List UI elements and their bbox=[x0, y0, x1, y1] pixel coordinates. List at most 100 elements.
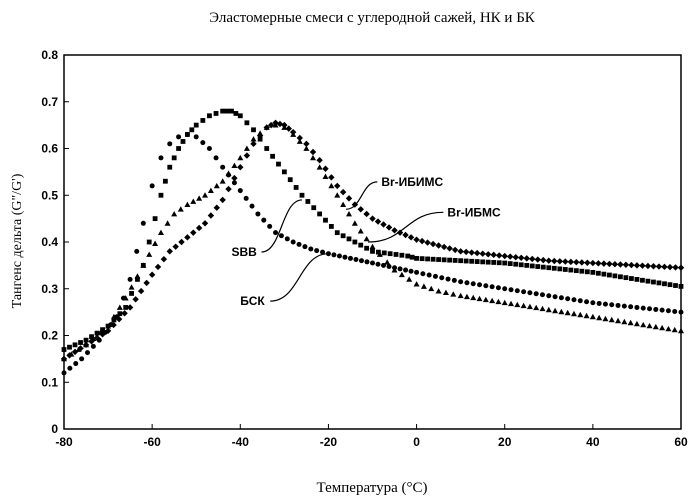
data-point bbox=[558, 295, 564, 301]
data-point bbox=[146, 239, 152, 245]
data-point bbox=[219, 196, 226, 204]
data-point bbox=[287, 177, 293, 183]
data-point bbox=[364, 259, 370, 265]
data-point bbox=[184, 201, 191, 207]
data-point bbox=[305, 199, 311, 204]
data-point bbox=[507, 261, 513, 267]
data-point bbox=[584, 269, 590, 275]
data-point bbox=[270, 153, 276, 159]
data-point bbox=[458, 258, 464, 264]
data-point bbox=[276, 161, 281, 167]
data-point bbox=[398, 271, 405, 278]
data-point bbox=[261, 217, 267, 223]
data-point bbox=[523, 255, 530, 262]
data-point bbox=[552, 307, 559, 314]
data-point bbox=[340, 201, 347, 207]
data-point bbox=[243, 152, 251, 159]
data-point bbox=[633, 320, 640, 327]
data-point bbox=[441, 257, 447, 263]
data-point bbox=[152, 240, 159, 246]
data-point bbox=[621, 303, 627, 309]
data-point bbox=[615, 317, 622, 324]
data-point bbox=[623, 275, 629, 281]
data-point bbox=[442, 289, 449, 296]
data-point bbox=[551, 265, 557, 271]
data-point bbox=[407, 234, 415, 241]
data-point bbox=[507, 253, 514, 260]
data-point bbox=[237, 113, 243, 119]
data-point bbox=[618, 274, 623, 280]
data-point bbox=[533, 304, 540, 311]
data-point bbox=[600, 260, 608, 267]
data-point bbox=[244, 120, 250, 126]
data-point bbox=[376, 251, 383, 257]
data-point bbox=[309, 148, 317, 156]
data-point bbox=[195, 224, 203, 232]
data-point bbox=[535, 264, 541, 269]
data-point bbox=[672, 308, 678, 314]
x-axis-label: Температура (°C) bbox=[317, 480, 428, 496]
data-point bbox=[451, 246, 459, 254]
data-point bbox=[231, 162, 238, 169]
data-point bbox=[470, 294, 477, 301]
data-point bbox=[540, 264, 546, 270]
data-point bbox=[595, 260, 602, 267]
data-point bbox=[137, 287, 145, 295]
data-point bbox=[439, 275, 445, 281]
series-diamond bbox=[60, 119, 685, 363]
data-point bbox=[316, 156, 323, 164]
data-point bbox=[595, 270, 601, 276]
data-point bbox=[602, 301, 608, 307]
data-point bbox=[99, 331, 106, 338]
data-point bbox=[589, 313, 596, 320]
data-point bbox=[570, 310, 577, 317]
data-point bbox=[328, 182, 335, 189]
data-point bbox=[345, 210, 352, 217]
data-point bbox=[336, 253, 342, 259]
data-point bbox=[426, 272, 432, 278]
data-point bbox=[83, 337, 89, 343]
x-tick-label: 40 bbox=[586, 435, 600, 449]
data-point bbox=[267, 121, 275, 129]
data-point bbox=[94, 330, 100, 336]
data-point bbox=[370, 248, 375, 254]
data-point bbox=[659, 324, 666, 331]
data-point bbox=[340, 233, 346, 239]
data-point bbox=[432, 273, 438, 279]
data-point bbox=[529, 255, 536, 263]
data-point bbox=[518, 254, 525, 261]
data-point bbox=[502, 260, 508, 266]
data-point bbox=[484, 251, 492, 258]
data-point bbox=[527, 290, 533, 296]
data-point bbox=[501, 299, 508, 306]
data-point bbox=[671, 326, 678, 333]
data-point bbox=[73, 361, 79, 367]
data-point bbox=[489, 297, 496, 304]
data-point bbox=[334, 192, 341, 198]
annotation-leader bbox=[261, 199, 303, 253]
data-point bbox=[678, 327, 684, 334]
data-point bbox=[257, 136, 263, 142]
data-point bbox=[655, 263, 663, 270]
data-point bbox=[328, 224, 334, 229]
data-point bbox=[539, 305, 546, 312]
data-point bbox=[220, 164, 226, 170]
data-point bbox=[551, 257, 558, 265]
data-point bbox=[513, 261, 519, 267]
data-point bbox=[193, 122, 199, 128]
data-point bbox=[256, 132, 264, 139]
data-point bbox=[446, 245, 453, 252]
data-point bbox=[171, 155, 177, 161]
data-point bbox=[640, 321, 647, 328]
data-point bbox=[264, 146, 270, 151]
series-label: Br-ИБМС bbox=[447, 205, 501, 219]
data-point bbox=[90, 343, 96, 349]
data-point bbox=[420, 271, 426, 277]
data-point bbox=[375, 261, 381, 267]
data-point bbox=[450, 291, 457, 297]
data-point bbox=[320, 249, 326, 255]
data-point bbox=[656, 280, 662, 286]
data-point bbox=[672, 264, 679, 271]
y-tick-label: 0.2 bbox=[41, 329, 58, 343]
data-point bbox=[219, 178, 226, 184]
